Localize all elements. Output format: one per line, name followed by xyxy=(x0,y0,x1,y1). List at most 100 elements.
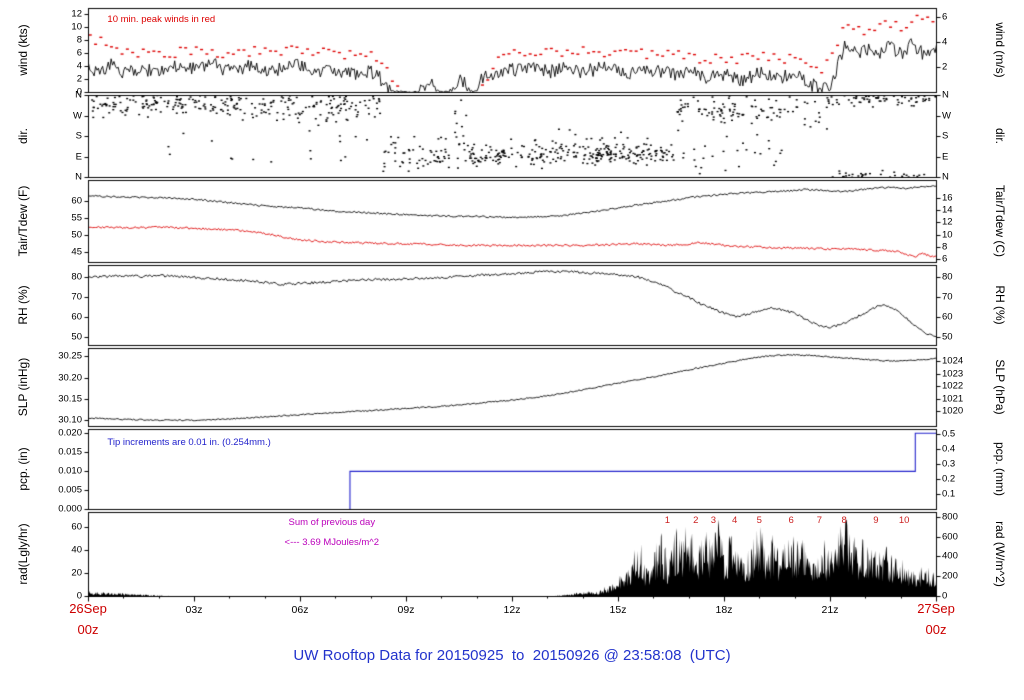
y-tick-label-right-rad: 800 xyxy=(942,511,958,523)
y-tick-label-left-temp: 50 xyxy=(71,229,82,241)
y-tick-label-left-wind: 6 xyxy=(76,47,82,59)
y-tick-label-right-wind: 4 xyxy=(942,36,948,48)
y-tick-label-right-slp: 1024 xyxy=(942,355,964,367)
x-tick-label-15z: 15z xyxy=(609,604,627,616)
y-tick-label-left-slp: 30.25 xyxy=(58,350,82,362)
x-end-label: 27Sep 00z xyxy=(917,601,955,637)
axis-label-right-rh: RH (%) xyxy=(993,285,1007,325)
y-tick-label-right-temp: 6 xyxy=(942,253,948,265)
rad-peak-label-7: 7 xyxy=(816,515,823,527)
rad-peak-label-4: 4 xyxy=(731,515,738,527)
y-tick-label-right-temp: 14 xyxy=(942,204,953,216)
axis-label-left-pcp: pcp. (in) xyxy=(16,447,30,491)
rad-peak-label-2: 2 xyxy=(693,515,699,527)
axis-label-left-rad: rad(Lgly/hr) xyxy=(16,523,30,585)
y-tick-label-left-rh: 80 xyxy=(71,271,82,283)
y-tick-label-left-rad: 20 xyxy=(71,567,82,579)
x-tick-label-09z: 09z xyxy=(397,604,415,616)
rad-peak-label-3: 3 xyxy=(710,515,717,527)
axis-label-left-slp: SLP (inHg) xyxy=(16,357,30,417)
y-tick-label-left-pcp: 0.010 xyxy=(58,465,82,477)
axis-label-right-pcp: pcp. (mm) xyxy=(993,442,1007,496)
y-tick-label-right-temp: 12 xyxy=(942,216,953,228)
y-tick-label-left-rh: 60 xyxy=(71,311,82,323)
y-tick-label-left-pcp: 0.015 xyxy=(58,446,82,458)
y-tick-label-left-wind: 12 xyxy=(71,8,82,20)
y-tick-label-right-rad: 0 xyxy=(942,590,948,602)
y-tick-label-right-wind: 2 xyxy=(942,61,948,73)
rad-peak-label-10: 10 xyxy=(898,515,910,527)
y-tick-label-right-rh: 60 xyxy=(942,311,953,323)
rad-peak-label-6: 6 xyxy=(788,515,794,527)
x-tick-label-03z: 03z xyxy=(185,604,203,616)
y-tick-label-left-rh: 50 xyxy=(71,331,82,343)
axis-label-left-temp: Tair/Tdew (F) xyxy=(16,185,30,257)
y-tick-label-left-temp: 45 xyxy=(71,246,82,258)
x-tick-label-18z: 18z xyxy=(715,604,733,616)
y-tick-label-right-dir: E xyxy=(942,151,949,163)
axis-label-right-temp: Tair/Tdew (C) xyxy=(993,184,1007,258)
y-tick-label-left-wind: 10 xyxy=(71,21,82,33)
y-tick-label-left-rh: 70 xyxy=(71,291,82,303)
y-tick-label-left-pcp: 0.005 xyxy=(58,484,82,496)
y-tick-label-left-wind: 2 xyxy=(76,73,82,85)
y-tick-label-left-slp: 30.20 xyxy=(58,372,82,384)
annotation-rad-0: Sum of previous day xyxy=(288,517,376,529)
y-tick-label-right-wind: 6 xyxy=(942,11,948,23)
annotation-pcp-0: Tip increments are 0.01 in. (0.254mm.) xyxy=(107,437,271,448)
axis-label-right-slp: SLP (hPa) xyxy=(993,359,1007,415)
y-tick-label-left-wind: 8 xyxy=(76,34,82,46)
y-tick-label-right-slp: 1020 xyxy=(942,405,964,417)
axis-label-left-dir: dir. xyxy=(16,127,30,145)
y-tick-label-right-temp: 16 xyxy=(942,192,953,204)
x-start-label: 26Sep 00z xyxy=(69,601,107,637)
y-tick-label-left-pcp: 0.000 xyxy=(58,503,82,515)
y-tick-label-right-rh: 80 xyxy=(942,271,953,283)
y-tick-label-left-temp: 60 xyxy=(71,195,82,207)
y-tick-label-left-slp: 30.10 xyxy=(58,414,82,426)
axis-label-left-rh: RH (%) xyxy=(16,285,30,325)
y-tick-label-right-rad: 600 xyxy=(942,531,958,543)
rad-peak-label-9: 9 xyxy=(873,515,879,527)
axis-label-left-wind: wind (kts) xyxy=(16,24,30,76)
y-tick-label-right-temp: 10 xyxy=(942,229,953,241)
y-tick-label-right-rh: 50 xyxy=(942,331,953,343)
y-tick-label-left-slp: 30.15 xyxy=(58,393,82,405)
axis-label-right-dir: dir. xyxy=(993,127,1007,145)
x-tick-label-06z: 06z xyxy=(291,604,309,616)
y-tick-label-left-wind: 4 xyxy=(76,60,82,72)
y-tick-label-right-slp: 1021 xyxy=(942,393,964,405)
y-tick-label-right-pcp: 0.2 xyxy=(942,473,956,485)
y-tick-label-left-rad: 0 xyxy=(76,590,82,602)
y-tick-label-left-rad: 60 xyxy=(71,521,82,533)
y-tick-label-left-pcp: 0.020 xyxy=(58,427,82,439)
rad-peak-label-8: 8 xyxy=(841,515,847,527)
y-tick-label-right-rh: 70 xyxy=(942,291,953,303)
y-tick-label-left-dir: S xyxy=(75,130,82,142)
y-tick-label-right-rad: 400 xyxy=(942,550,958,562)
y-tick-label-right-dir: S xyxy=(942,130,949,142)
axis-label-right-rad: rad (W/m^2) xyxy=(993,521,1007,587)
axis-label-right-wind: wind (m/s) xyxy=(993,22,1007,78)
y-tick-label-left-dir: N xyxy=(75,89,82,101)
chart-title: UW Rooftop Data for 20150925 to 20150926… xyxy=(293,647,731,664)
y-tick-label-left-dir: W xyxy=(73,110,82,122)
x-tick-label-12z: 12z xyxy=(503,604,521,616)
y-tick-label-right-rad: 200 xyxy=(942,570,958,582)
y-tick-label-right-slp: 1023 xyxy=(942,368,964,380)
y-tick-label-left-rad: 40 xyxy=(71,544,82,556)
annotation-wind-0: 10 min. peak winds in red xyxy=(107,13,216,25)
y-tick-label-right-pcp: 0.1 xyxy=(942,488,956,500)
y-tick-label-left-dir: E xyxy=(75,151,82,163)
x-tick-label-21z: 21z xyxy=(821,604,839,616)
y-tick-label-right-pcp: 0.3 xyxy=(942,458,956,470)
rad-peak-label-1: 1 xyxy=(664,515,671,527)
y-tick-label-right-dir: W xyxy=(942,110,951,122)
y-tick-label-left-temp: 55 xyxy=(71,212,82,224)
y-tick-label-left-wind: 0 xyxy=(76,86,82,98)
y-tick-label-left-dir: N xyxy=(75,171,82,183)
y-tick-label-right-pcp: 0.4 xyxy=(942,443,956,455)
